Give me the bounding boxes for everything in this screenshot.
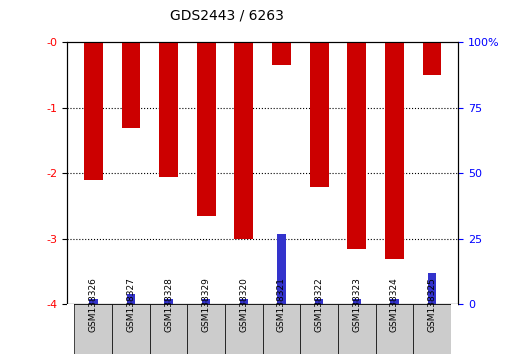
Bar	[352, 299, 361, 304]
Text: GSM138329: GSM138329	[202, 276, 211, 331]
Text: GSM138328: GSM138328	[164, 276, 173, 331]
Bar	[375, 304, 413, 354]
Bar	[423, 42, 441, 75]
Bar	[234, 42, 253, 239]
Bar	[413, 304, 451, 354]
Bar	[451, 304, 458, 354]
Text: GSM138327: GSM138327	[126, 276, 135, 331]
Text: GSM138323: GSM138323	[352, 276, 361, 331]
Bar	[202, 299, 211, 304]
Bar	[225, 304, 263, 354]
Bar	[300, 304, 338, 354]
Bar	[122, 42, 141, 128]
Bar	[187, 304, 225, 354]
Text: GSM138320: GSM138320	[239, 276, 248, 331]
Bar	[310, 42, 329, 187]
Bar	[338, 304, 375, 354]
Bar	[159, 42, 178, 177]
Bar	[164, 299, 173, 304]
Bar	[197, 42, 216, 216]
Bar	[272, 42, 291, 65]
Bar	[67, 304, 75, 354]
Bar	[150, 304, 187, 354]
Text: GDS2443 / 6263: GDS2443 / 6263	[169, 9, 284, 23]
Bar	[112, 304, 150, 354]
Bar	[127, 294, 135, 304]
Text: GSM138326: GSM138326	[89, 276, 98, 331]
Bar	[428, 273, 436, 304]
Bar	[84, 42, 102, 180]
Bar	[89, 299, 97, 304]
Text: GSM138324: GSM138324	[390, 277, 399, 331]
Text: GSM138325: GSM138325	[427, 276, 437, 331]
Bar	[390, 299, 399, 304]
Bar	[315, 299, 323, 304]
Bar	[277, 234, 286, 304]
Bar	[75, 304, 112, 354]
Text: GSM138322: GSM138322	[315, 277, 323, 331]
Bar	[239, 299, 248, 304]
Text: GSM138321: GSM138321	[277, 276, 286, 331]
Bar	[263, 304, 300, 354]
Bar	[385, 42, 404, 258]
Bar	[347, 42, 366, 249]
